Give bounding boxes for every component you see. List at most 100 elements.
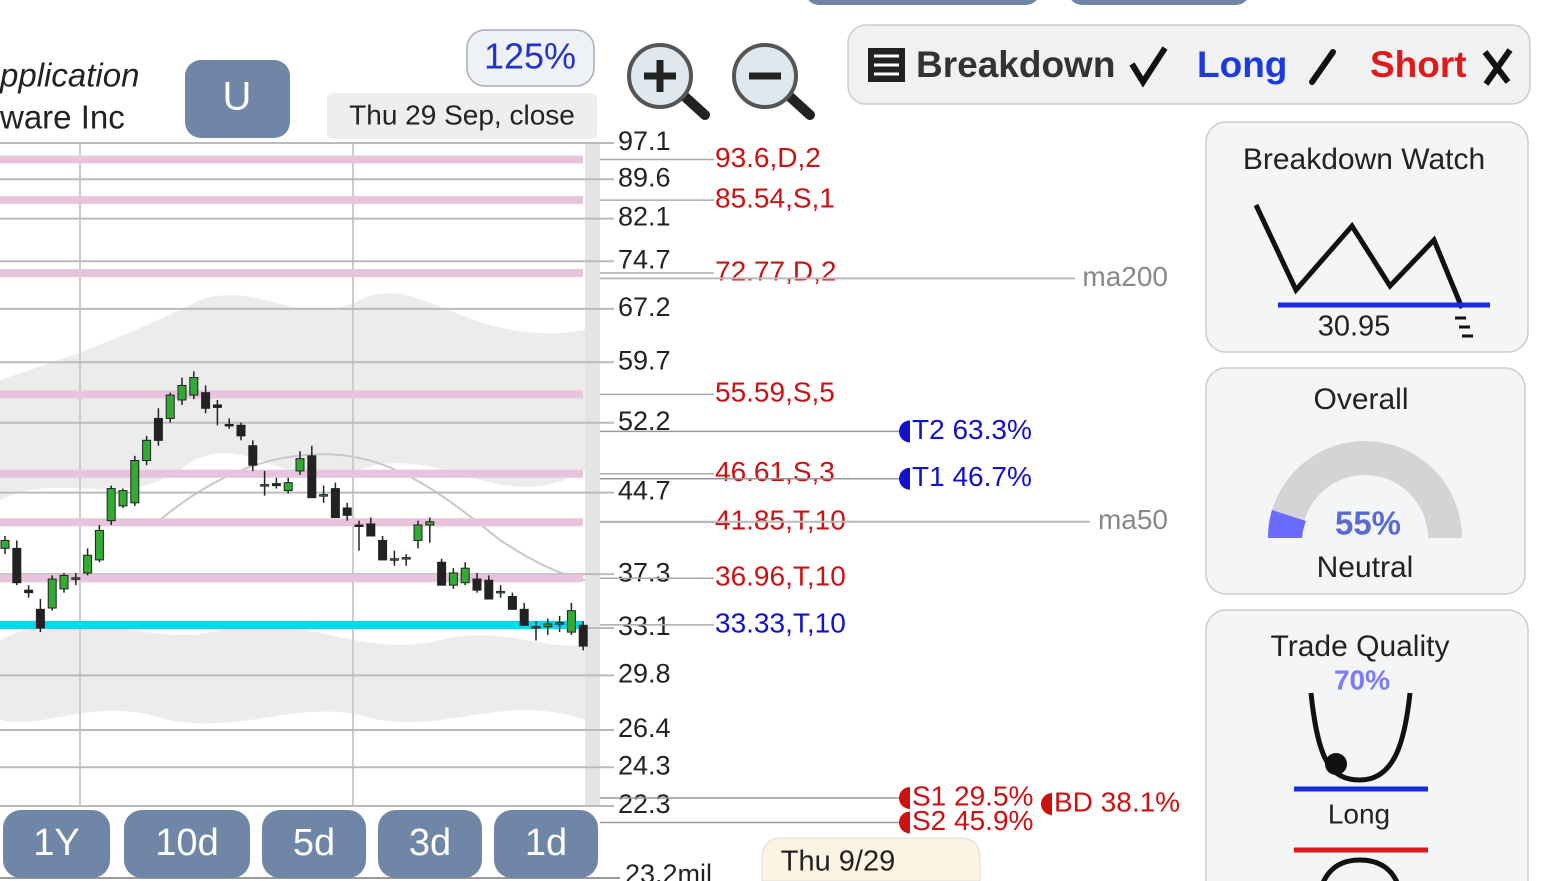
average-label: ma50 [1098, 504, 1168, 535]
candle-body [118, 490, 128, 507]
candle-body [47, 578, 57, 609]
toolbar [847, 24, 1531, 105]
y-tick-label: 59.7 [618, 345, 671, 375]
candle-body [555, 622, 565, 625]
menu-icon[interactable] [868, 48, 905, 82]
candle-body [472, 578, 482, 591]
y-tick-label: 44.7 [618, 476, 671, 506]
candle-body [496, 590, 506, 594]
level-label: 85.54,S,1 [715, 183, 835, 214]
candle-body [354, 524, 364, 528]
y-tick-label: 89.6 [618, 162, 671, 192]
y-tick-label: 26.4 [618, 713, 671, 743]
candle-body [531, 626, 541, 629]
tab[interactable] [805, 0, 1040, 5]
panel[interactable] [1205, 121, 1529, 353]
cursor-date: Thu 9/29 [781, 846, 895, 878]
cursor-date-box [761, 837, 981, 881]
candle-body [271, 483, 281, 487]
pattern-icon [1325, 753, 1347, 775]
candle-body [177, 384, 187, 401]
candle-body [260, 484, 270, 487]
candle-body [366, 523, 376, 537]
quality-status: Long [1328, 798, 1390, 829]
target-label: T1 46.7% [912, 461, 1032, 492]
candle-body [248, 445, 258, 466]
range-button[interactable] [3, 810, 110, 878]
check-icon [1129, 46, 1168, 88]
overall-status: Neutral [1317, 551, 1414, 584]
y-tick-label: 22.3 [618, 789, 671, 819]
candle-body [319, 494, 329, 497]
y-tick-label: 97.1 [618, 126, 671, 156]
panel-title: Trade Quality [1271, 630, 1450, 663]
candle-body [71, 577, 81, 580]
quality-value: 70% [1334, 664, 1390, 695]
gauge-fill [1267, 510, 1306, 538]
candle-body [543, 623, 553, 628]
pattern-icon [1253, 203, 1465, 309]
candle-body [295, 458, 305, 472]
candle-body [165, 394, 175, 419]
candle-body [35, 608, 45, 629]
target-label: BD 38.1% [1054, 786, 1180, 817]
candle-body [153, 417, 163, 441]
range-button[interactable] [378, 810, 482, 878]
candle-body [448, 572, 458, 586]
candle-body [401, 557, 411, 560]
long-toggle[interactable]: Long [1197, 44, 1287, 85]
target-label: T2 63.3% [912, 414, 1032, 445]
date-box [327, 93, 597, 139]
price-chart: 97.189.682.174.767.259.752.244.737.333.1… [0, 126, 1180, 881]
company-name: pplication [0, 57, 139, 94]
candle-body [106, 488, 116, 522]
range-label: 5d [293, 822, 335, 864]
zoom-in[interactable] [627, 43, 710, 120]
target-marker [899, 811, 910, 834]
range-button[interactable] [262, 810, 366, 878]
symbol-button[interactable] [185, 60, 290, 138]
range-button[interactable] [494, 810, 598, 878]
candle-body [460, 567, 470, 584]
target-marker [899, 467, 910, 490]
range-buttons: 1Y 10d 5d 3d 1d [3, 810, 598, 878]
volume-label: 23.2mil [625, 859, 712, 881]
symbol: U [223, 75, 252, 119]
candle-body [236, 424, 246, 437]
zoom-box[interactable] [466, 29, 595, 87]
candle-body [83, 554, 93, 574]
zoom-level: 125% [484, 36, 576, 77]
candle-body [0, 539, 10, 549]
range-label: 1d [525, 822, 567, 864]
candle-body [24, 589, 34, 594]
range-button[interactable] [124, 810, 250, 878]
pattern-icon [1321, 857, 1399, 881]
candle-body [519, 608, 529, 626]
candle-body [425, 521, 435, 526]
target-marker [899, 786, 910, 809]
short-toggle[interactable]: Short [1370, 44, 1467, 85]
overall-value: 55% [1335, 505, 1401, 542]
candle-body [59, 574, 69, 590]
candle-body [283, 482, 293, 492]
candle-body [212, 404, 222, 408]
level-label: 46.61,S,3 [715, 456, 835, 487]
breakdown-toggle[interactable]: Breakdown [916, 44, 1115, 85]
candle-body [201, 392, 211, 409]
date: Thu 29 Sep, close [349, 99, 575, 130]
target-label: S2 45.9% [912, 805, 1033, 836]
candle-body [507, 595, 517, 610]
candle-body [413, 524, 423, 541]
range-label: 3d [409, 822, 451, 864]
y-tick-label: 33.1 [618, 611, 671, 641]
level-label: 93.6,D,2 [715, 142, 821, 173]
cross-icon [1482, 48, 1513, 86]
pattern-icon [1308, 692, 1413, 783]
zoom-out[interactable] [732, 43, 815, 120]
candle-body [578, 624, 588, 647]
tab[interactable] [1068, 0, 1250, 5]
y-tick-label: 67.2 [618, 292, 671, 322]
range-label: 1Y [33, 822, 79, 864]
panel[interactable] [1205, 609, 1529, 881]
